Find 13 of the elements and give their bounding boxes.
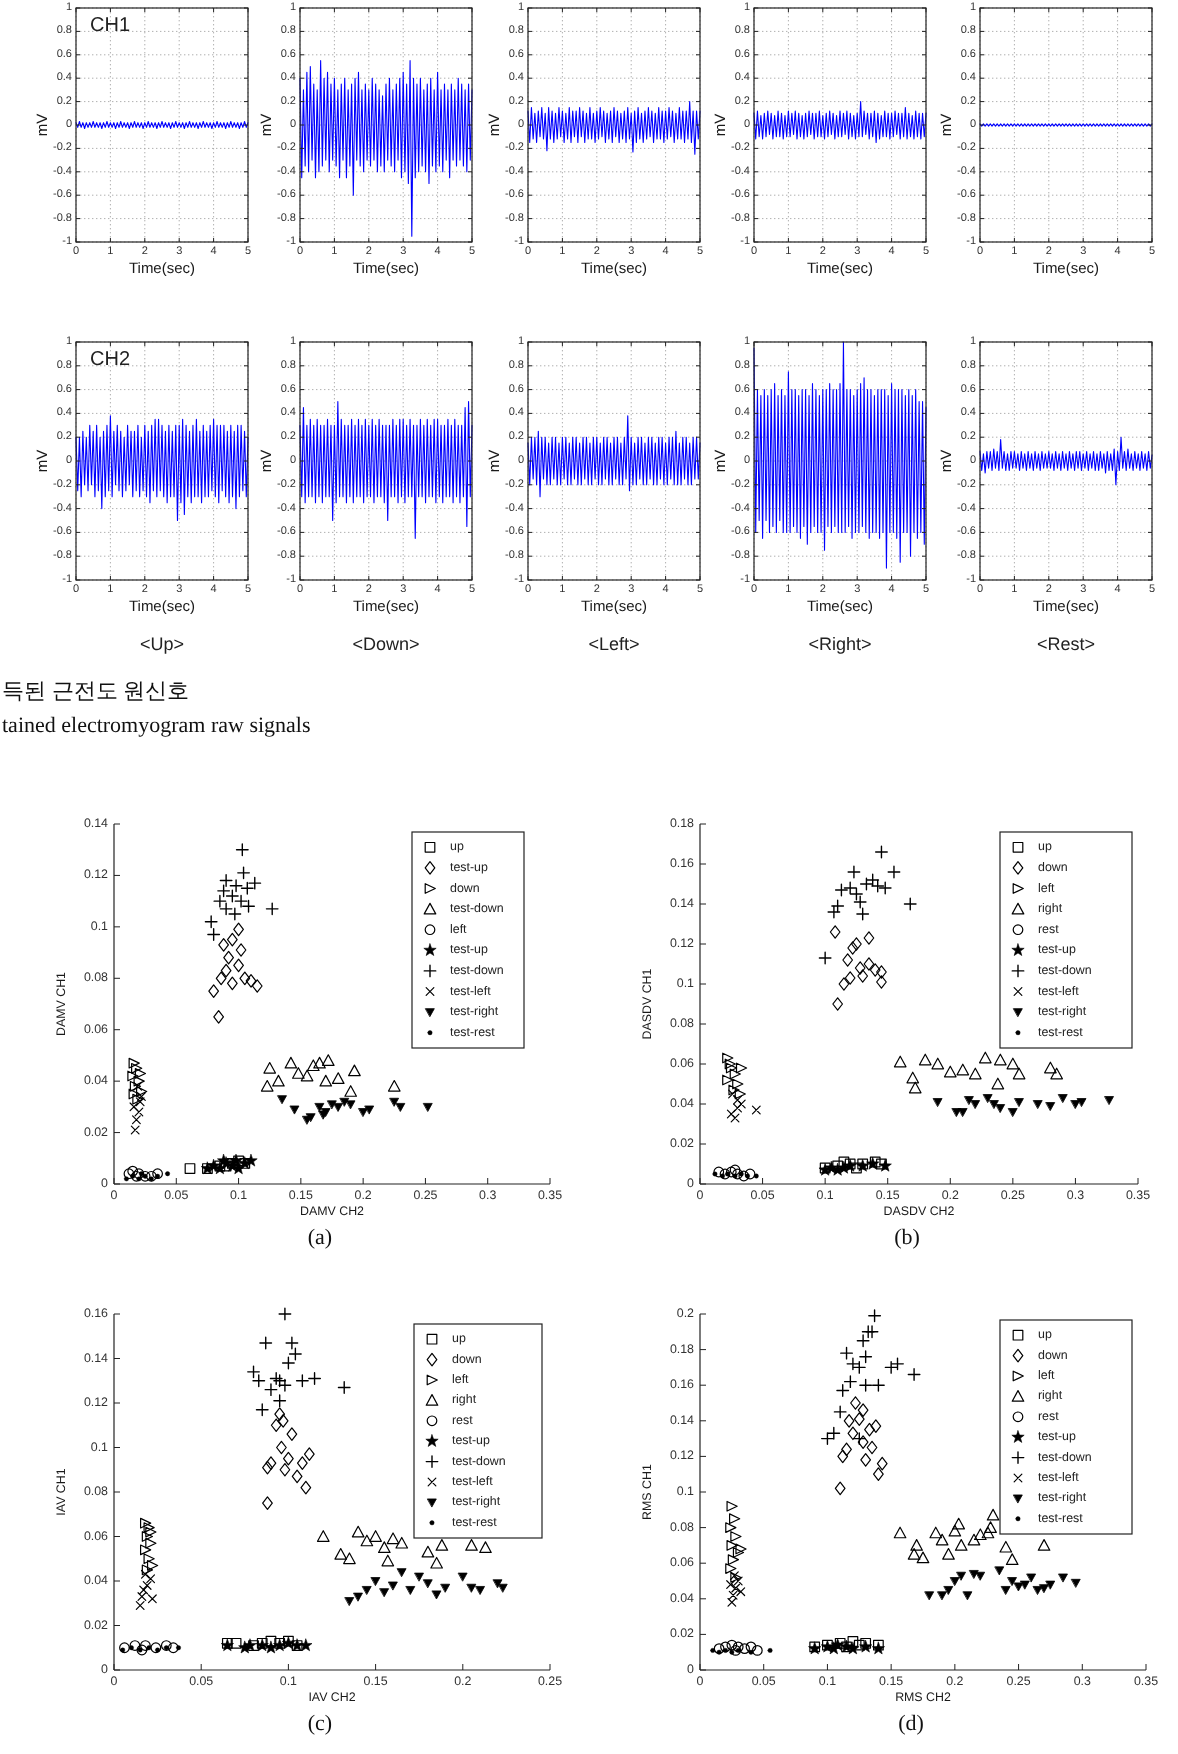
text: (a) (307, 1226, 333, 1250)
text: (c) (307, 1712, 333, 1736)
annotation: CH1 (90, 15, 131, 37)
text: <Left> (588, 634, 640, 654)
text: (d) (898, 1712, 925, 1736)
text: tained electromyogram raw signals (2, 714, 311, 738)
text: <Down> (352, 634, 420, 654)
annotation: CH2 (90, 349, 131, 371)
text: <Right> (808, 634, 872, 654)
text: <Up> (139, 634, 185, 654)
text: <Rest> (1036, 634, 1096, 654)
text: 득된 근전도 원신호 (2, 680, 189, 704)
text: (b) (894, 1226, 921, 1250)
